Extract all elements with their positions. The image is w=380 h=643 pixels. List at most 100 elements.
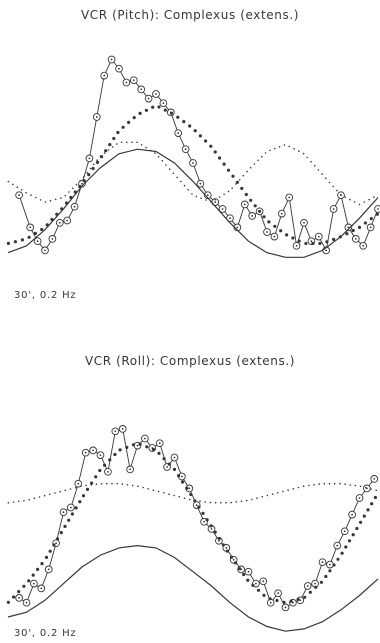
roll-series-2-dot: [189, 492, 193, 497]
pitch-series-3-dot: [16, 186, 19, 188]
pitch-series-3-dot: [328, 181, 331, 184]
roll-series-2-dot: [328, 569, 332, 573]
pitch-chart-svg: [6, 55, 380, 258]
pitch-series-3-dot: [261, 155, 263, 158]
roll-series-2-dot: [251, 583, 255, 587]
pitch-series-1-point-center: [118, 67, 120, 70]
pitch-series-1-point-center: [251, 215, 254, 217]
pitch-series-1-point-center: [81, 182, 83, 185]
pitch-series-2-dot: [169, 111, 174, 115]
roll-series-2-dot: [256, 588, 261, 592]
pitch-series-2-dot: [33, 231, 38, 235]
pitch-series-3-dot: [64, 194, 67, 197]
pitch-series-3-dot: [191, 193, 193, 195]
roll-series-2-dot: [308, 590, 312, 594]
pitch-series-3-dot: [35, 196, 37, 199]
pitch-series-1-point-center: [206, 194, 209, 197]
roll-series-3-dot: [375, 489, 378, 492]
roll-series-3-dot: [323, 482, 326, 485]
roll-series-2-dot: [209, 524, 213, 528]
pitch-series-3-dot: [30, 194, 32, 196]
roll-series-2-dot: [22, 584, 26, 588]
pitch-series-2-dot: [262, 215, 266, 219]
pitch-series-1-point-center: [192, 162, 194, 164]
pitch-series-1-point-center: [184, 148, 187, 151]
roll-chart-svg: [6, 425, 379, 632]
roll-series-3-dot: [54, 492, 56, 494]
pitch-chart-caption: 30', 0.2 Hz: [14, 290, 77, 301]
roll-series-2-dot: [125, 445, 129, 449]
pitch-series-1-point-center: [317, 235, 320, 238]
roll-series-1-point-center: [129, 468, 132, 471]
pitch-series-2-dot: [351, 228, 355, 233]
roll-series-2-dot: [282, 600, 286, 604]
roll-series-2-dot: [63, 524, 67, 528]
roll-series-1-point-center: [203, 520, 206, 523]
pitch-series-3-dot: [339, 194, 342, 196]
pitch-series-2-dot: [40, 227, 44, 232]
pitch-series-2-dot: [231, 174, 235, 178]
roll-series-1-point-center: [70, 506, 72, 509]
pitch-series-4-line: [7, 148, 379, 258]
roll-chart-panel: VCR (Roll): Complexus (extens.) 30', 0.2…: [0, 340, 380, 643]
roll-series-2-dot: [221, 543, 225, 547]
roll-series-3-dot: [214, 501, 217, 504]
roll-series-3-dot: [194, 499, 196, 502]
roll-series-2-dot: [246, 578, 250, 582]
pitch-series-3-dot: [353, 201, 356, 203]
pitch-series-1-point-center: [88, 157, 91, 160]
roll-series-3-dot: [313, 484, 315, 486]
pitch-series-3-dot: [325, 177, 327, 179]
roll-series-3-dot: [297, 486, 300, 489]
pitch-series-3-dot: [89, 167, 92, 170]
roll-series-1-point-center: [292, 601, 294, 604]
roll-series-2-dot: [370, 502, 374, 506]
pitch-series-2-dot: [182, 120, 186, 124]
pitch-series-2-dot: [244, 192, 248, 197]
roll-series-1-point-center: [158, 442, 161, 445]
roll-series-3-dot: [116, 482, 118, 485]
pitch-series-2-dot: [240, 186, 244, 190]
roll-series-2-dot: [332, 563, 336, 567]
pitch-series-3-dot: [131, 141, 133, 144]
roll-series-2-dot: [242, 572, 246, 577]
roll-series-1-point-center: [173, 456, 176, 459]
roll-series-1-point-center: [114, 430, 117, 433]
pitch-series-3-dot: [264, 152, 267, 154]
roll-series-3-dot: [17, 500, 20, 503]
roll-series-1-point-center: [321, 561, 324, 564]
roll-series-2-dot: [98, 468, 102, 473]
roll-series-2-dot: [6, 600, 10, 604]
roll-series-2-dot: [324, 574, 328, 579]
roll-series-3-dot: [199, 500, 201, 502]
roll-series-2-dot: [262, 593, 266, 597]
roll-series-1-point-center: [84, 451, 87, 454]
pitch-series-1-point-center: [243, 203, 246, 206]
roll-series-1-point-center: [62, 511, 65, 514]
roll-series-1-point-center: [47, 568, 50, 571]
pitch-series-3-dot: [116, 143, 118, 145]
roll-series-3-dot: [33, 497, 36, 500]
roll-series-3-dot: [302, 485, 305, 487]
roll-series-1-point-center: [121, 428, 124, 430]
pitch-series-1-point-center: [66, 219, 69, 222]
roll-series-2-dot: [347, 539, 352, 543]
roll-series-2-dot: [17, 590, 21, 594]
pitch-series-2-dot: [318, 241, 322, 246]
roll-series-2-dot: [59, 531, 63, 535]
pitch-series-2-dot: [127, 120, 131, 124]
roll-series-3-dot: [168, 493, 170, 495]
roll-series-1-point-center: [99, 454, 102, 456]
pitch-series-3-dot: [257, 159, 259, 162]
roll-series-3-dot: [106, 482, 108, 485]
roll-series-2-dot: [225, 549, 229, 553]
pitch-series-3-dot: [25, 191, 27, 194]
pitch-series-3-dot: [310, 160, 312, 163]
roll-series-2-dot: [268, 597, 272, 601]
roll-series-2-dot: [314, 585, 318, 589]
pitch-series-1-point-center: [177, 132, 180, 134]
pitch-series-3-dot: [96, 159, 98, 161]
pitch-series-1-point-center: [377, 208, 379, 210]
roll-series-3-dot: [137, 485, 139, 487]
pitch-series-3-dot: [336, 189, 338, 192]
